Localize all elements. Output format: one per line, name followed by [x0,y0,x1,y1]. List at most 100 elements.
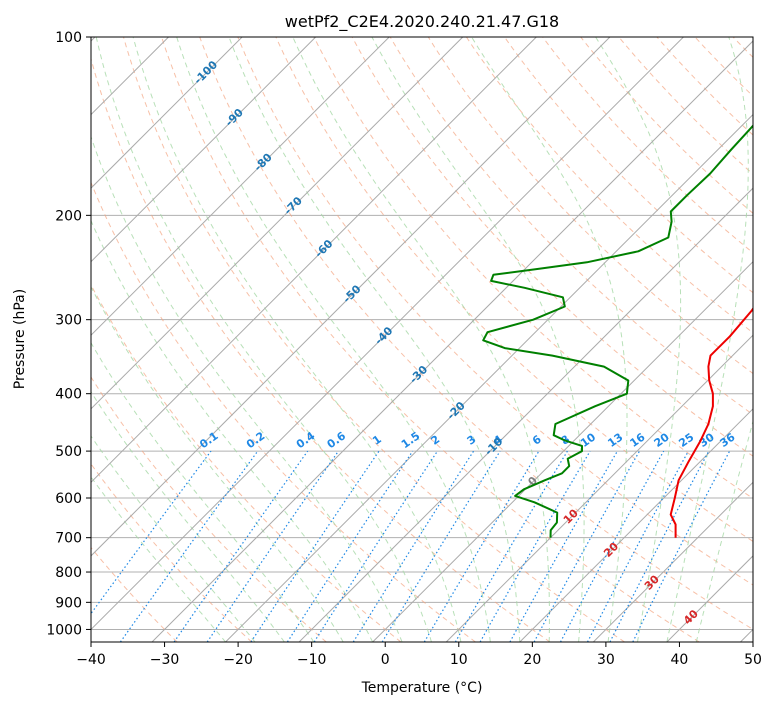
mixing-ratio-line [119,450,259,642]
mixing-ratio-line [352,450,475,642]
mixing-ratio-line [423,450,540,642]
moist-adiabat [132,37,462,642]
x-tick-label: 0 [381,652,390,668]
mixing-ratio-label: 16 [627,430,647,450]
mixing-ratio-line [250,450,380,642]
y-tick-label: 100 [55,30,82,46]
y-tick-label: 300 [55,313,82,329]
isotherm-line [225,113,753,642]
moist-adiabat [91,219,374,642]
moist-adiabat [471,37,628,642]
isotherm-line [298,187,753,642]
dry-adiabat [618,37,753,175]
moist-adiabat [292,37,550,642]
isotherm-line [91,37,243,189]
x-tick-label: 20 [523,652,541,668]
y-tick-label: 900 [55,595,82,611]
dry-adiabat [91,463,253,642]
dry-adiabat [91,376,327,642]
mixing-ratio-label: 3 [465,433,479,448]
x-tick-label: 30 [597,652,615,668]
dry-adiabat [771,37,775,642]
isotherm-line [666,555,753,642]
x-tick-label: −20 [223,652,253,668]
y-tick-label: 800 [55,565,82,581]
isotherm-line [372,260,753,642]
x-tick-label: 40 [671,652,689,668]
mixing-ratio-label: 2 [429,433,443,448]
dry-adiabat [427,37,753,375]
dry-adiabat [199,37,753,630]
mixing-ratio-label: 0.2 [244,429,267,451]
dry-adiabat [237,37,753,586]
background-lines [91,37,775,642]
dry-adiabat [91,57,551,642]
moist-adiabat [91,435,256,642]
isotherm-line [91,37,317,263]
mixing-ratio-line [173,450,309,642]
y-tick-label: 400 [55,387,82,403]
mixing-ratio-line [559,450,665,642]
mixing-ratio-line [286,450,414,642]
moist-adiabat [91,390,285,642]
isotherm-line [91,37,684,631]
y-axis-title: Pressure (hPa) [12,289,28,389]
isotherm-line [519,408,753,642]
isotherm-line [592,481,753,642]
dry-adiabat [123,37,625,642]
line-annotations: 0.1 0.2 0.4 0.6 1 1.5 2 3 4 6 8 10 13 16 20 25 30 36-100-… [191,58,737,627]
y-tick-label: 500 [55,444,82,460]
dry-adiabat [313,37,753,500]
mixing-ratio-line [533,450,641,642]
moist-adiabat [176,37,491,642]
isotherm-line [91,37,537,484]
y-tick-label: 1000 [46,622,82,638]
moist-adiabat [95,37,432,642]
mixing-ratio-label: 0.1 [197,429,220,451]
moist-adiabat [228,37,521,642]
dry-adiabat [504,37,753,294]
isotherm-line [91,37,464,410]
x-axis: −40 −30 −20 −10 0 10 20 30 40 50 [76,642,762,668]
mixing-ratio-line [206,450,339,642]
dry-adiabat [351,37,753,457]
isotherm-line [445,334,753,642]
moist-adiabat [371,37,585,642]
dry-adiabat [694,37,753,97]
x-axis-title: Temperature (°C) [361,680,483,696]
dry-adiabat [465,37,753,334]
moist-adiabat [91,476,226,642]
mixing-ratio-line [381,450,501,642]
x-tick-label: −40 [76,652,106,668]
mixing-ratio-line [91,450,212,615]
mixing-ratio-line [632,450,731,642]
mixing-ratio-label: 1 [370,433,384,448]
mixing-ratio-label: 0.6 [325,429,349,451]
mixing-ratio-label: 1.5 [399,429,422,451]
dry-adiabat [542,37,753,254]
x-tick-label: 50 [744,652,762,668]
dry-adiabat [389,37,753,416]
isotherm-line [91,37,390,336]
y-tick-label: 700 [55,531,82,547]
moist-adiabat [595,37,682,642]
y-axis: 100 200 300 400 500 600 700 800 900 1000 [46,30,91,638]
x-tick-label: −10 [297,652,327,668]
dry-adiabat [91,181,476,642]
mixing-ratio-label: 13 [605,431,625,450]
dry-adiabat [580,37,753,214]
moist-adiabat [666,37,749,642]
mixing-ratio-line [313,450,438,642]
y-tick-label: 200 [55,208,82,224]
dry-adiabat [275,37,753,542]
plot-frame [90,36,754,643]
mixing-ratio-line [454,450,568,642]
mixing-ratio-label: 0.4 [294,429,318,451]
x-tick-label: −30 [150,652,180,668]
temperature-profile-line [669,306,753,538]
y-tick-label: 600 [55,491,82,507]
dry-adiabat [91,283,402,642]
profile-lines [482,124,753,538]
x-tick-label: 10 [450,652,468,668]
